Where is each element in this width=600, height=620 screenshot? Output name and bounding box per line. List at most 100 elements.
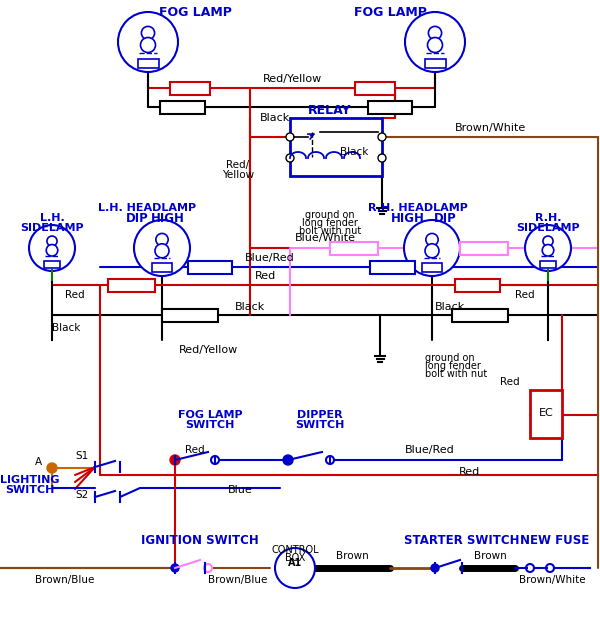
Circle shape: [170, 455, 180, 465]
Text: SIDELAMP: SIDELAMP: [516, 223, 580, 233]
Text: Red: Red: [515, 290, 535, 300]
Text: Blue: Blue: [227, 485, 253, 495]
Text: DIP: DIP: [434, 211, 457, 224]
Text: FOG LAMP: FOG LAMP: [178, 410, 242, 420]
Circle shape: [543, 236, 553, 246]
Circle shape: [283, 455, 293, 465]
Text: L.H.: L.H.: [40, 213, 64, 223]
Bar: [425, 58, 445, 68]
Circle shape: [431, 564, 439, 572]
Text: FOG LAMP: FOG LAMP: [353, 6, 427, 19]
Circle shape: [286, 154, 294, 162]
Text: HIGH: HIGH: [151, 211, 185, 224]
Text: S1: S1: [76, 451, 89, 461]
Text: RELAY: RELAY: [308, 105, 352, 118]
Text: SWITCH: SWITCH: [295, 420, 344, 430]
Circle shape: [46, 244, 58, 256]
Circle shape: [204, 564, 212, 572]
Text: Brown/White: Brown/White: [518, 575, 586, 585]
Text: Brown: Brown: [473, 551, 506, 561]
Text: Black: Black: [260, 113, 290, 123]
Bar: [290, 118, 382, 176]
Text: CONTROL: CONTROL: [271, 545, 319, 555]
Text: STARTER SWITCH: STARTER SWITCH: [404, 533, 520, 546]
Bar: [160, 101, 205, 114]
Text: BOX: BOX: [285, 553, 305, 563]
Text: FOG LAMP: FOG LAMP: [158, 6, 232, 19]
Text: R.H. HEADLAMP: R.H. HEADLAMP: [368, 203, 468, 213]
Text: Blue/Red: Blue/Red: [245, 253, 295, 263]
Text: LIGHTING: LIGHTING: [0, 475, 60, 485]
Text: SIDELAMP: SIDELAMP: [20, 223, 84, 233]
Circle shape: [47, 463, 57, 473]
Text: ground on: ground on: [425, 353, 475, 363]
Circle shape: [142, 27, 155, 40]
Circle shape: [155, 244, 169, 258]
Circle shape: [526, 564, 534, 572]
Text: Red/: Red/: [226, 160, 250, 170]
Text: long fender: long fender: [302, 218, 358, 228]
Text: Red: Red: [500, 377, 520, 387]
Text: Red: Red: [254, 271, 275, 281]
Circle shape: [171, 564, 179, 572]
Bar: [188, 261, 232, 274]
Text: IGNITION SWITCH: IGNITION SWITCH: [141, 533, 259, 546]
Circle shape: [134, 220, 190, 276]
Circle shape: [428, 27, 442, 40]
Circle shape: [427, 37, 443, 53]
Text: Black: Black: [340, 147, 368, 157]
Bar: [530, 390, 562, 438]
Circle shape: [47, 236, 57, 246]
Circle shape: [156, 234, 168, 246]
Bar: [152, 264, 172, 272]
Bar: [422, 264, 442, 272]
Circle shape: [542, 244, 554, 256]
Bar: [108, 279, 155, 292]
Text: DIPPER: DIPPER: [297, 410, 343, 420]
Text: EC: EC: [539, 408, 553, 418]
Text: Red: Red: [65, 290, 85, 300]
Circle shape: [378, 133, 386, 141]
Text: Brown/White: Brown/White: [454, 123, 526, 133]
Text: L.H. HEADLAMP: L.H. HEADLAMP: [98, 203, 196, 213]
Circle shape: [286, 133, 294, 141]
Circle shape: [525, 225, 571, 271]
Text: SWITCH: SWITCH: [185, 420, 235, 430]
Text: Black: Black: [235, 302, 265, 312]
Circle shape: [118, 12, 178, 72]
Text: bolt with nut: bolt with nut: [299, 226, 361, 236]
Text: Brown: Brown: [335, 551, 368, 561]
Text: HIGH: HIGH: [391, 211, 425, 224]
Circle shape: [405, 12, 465, 72]
Circle shape: [425, 244, 439, 258]
Text: A1: A1: [288, 558, 302, 568]
Bar: [44, 260, 60, 268]
Bar: [162, 309, 218, 322]
Circle shape: [29, 225, 75, 271]
Bar: [368, 101, 412, 114]
Circle shape: [426, 234, 438, 246]
Text: Black: Black: [52, 323, 80, 333]
Text: DIP: DIP: [125, 211, 148, 224]
Text: S2: S2: [76, 490, 89, 500]
Circle shape: [140, 37, 155, 53]
Text: Brown/Blue: Brown/Blue: [208, 575, 268, 585]
Circle shape: [211, 456, 219, 464]
Bar: [170, 82, 210, 95]
Text: Red/Yellow: Red/Yellow: [179, 345, 238, 355]
Circle shape: [546, 564, 554, 572]
Text: SWITCH: SWITCH: [5, 485, 55, 495]
Circle shape: [404, 220, 460, 276]
Text: Red: Red: [185, 445, 205, 455]
Text: Red/Yellow: Red/Yellow: [262, 74, 322, 84]
Bar: [137, 58, 158, 68]
Text: A: A: [35, 457, 42, 467]
Text: ground on: ground on: [305, 210, 355, 220]
Bar: [460, 242, 508, 255]
Circle shape: [326, 456, 334, 464]
Circle shape: [378, 154, 386, 162]
Bar: [540, 260, 556, 268]
Bar: [455, 279, 500, 292]
Text: Brown/Blue: Brown/Blue: [35, 575, 95, 585]
Text: NEW FUSE: NEW FUSE: [520, 533, 590, 546]
